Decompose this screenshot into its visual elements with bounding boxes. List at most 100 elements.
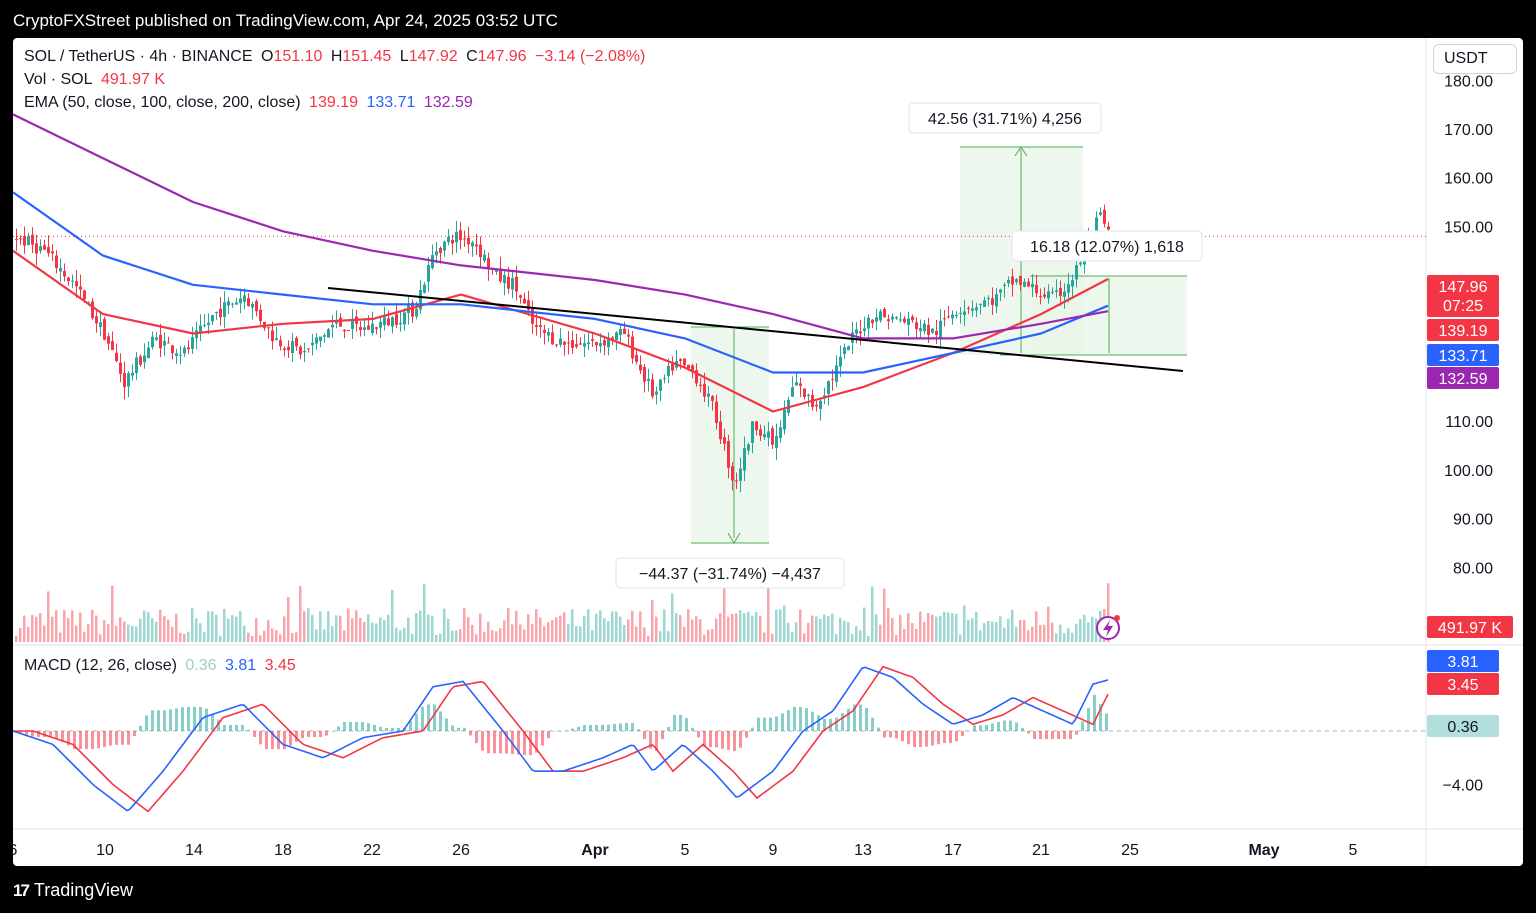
macd-histogram-bar [121,731,124,745]
macd-histogram-bar [631,722,634,731]
ema-label[interactable]: EMA (50, close, 100, close, 200, close) [24,94,301,111]
volume-bar [1019,619,1022,642]
candle-body [731,466,734,481]
candle-body [307,348,310,350]
candle-body [911,316,914,321]
symbol-title[interactable]: SOL / TetherUS · 4h · BINANCE [24,48,253,65]
volume-bar [95,615,98,642]
candle-body [231,303,234,305]
macd-histogram-bar [193,706,196,731]
candle-body [915,322,918,330]
volume-bar [259,635,262,642]
volume-bar [63,610,66,642]
histogram-tag-bg [1427,715,1499,737]
chart-panel[interactable]: −44.37 (−31.74%) −4,437 42.56 (31.71%) 4,… [13,38,1523,866]
volume-bar [83,631,86,642]
candle-body [383,317,386,326]
volume-bar [579,626,582,642]
volume-bar [67,617,70,642]
candle-body [467,237,470,245]
volume-bar [235,616,238,642]
macd-histogram-bar [1087,708,1090,731]
volume-bar [1035,611,1038,642]
candle-body [171,345,174,354]
candle-body [623,328,626,335]
macd-histogram-bar [103,731,106,747]
candle-body [283,348,286,351]
candle-body [347,329,350,331]
low-value: 147.92 [408,48,458,65]
volume-bar [735,613,738,642]
open-label: O [260,48,274,65]
volume-bar [999,616,1002,642]
volume-bar [175,613,178,642]
volume-bar [683,626,686,642]
candle-body [47,247,50,254]
macd-histogram-bar [97,731,100,749]
macd-histogram-bar [181,707,184,731]
candle-body [539,325,542,327]
candle-body [551,332,554,345]
volume-bar [859,630,862,642]
candle-body [151,336,154,348]
volume-bar [503,620,506,642]
macd-histogram-bar [835,717,838,731]
macd-histogram-bar [517,731,520,755]
volume-bar [731,613,734,642]
macd-histogram-bar [247,729,250,731]
currency-unit-button[interactable]: USDT [1433,44,1517,74]
volume-value: 491.97 K [100,71,165,88]
volume-bar [843,620,846,642]
volume-bar [923,622,926,642]
candle-body [547,331,550,336]
candle-body [387,318,390,326]
macd-histogram-bar [415,713,418,731]
volume-bar [91,609,94,642]
time-axis-label: 25 [1121,842,1139,859]
candle-body [255,301,258,312]
candle-body [923,323,926,332]
volume-bar [671,593,674,642]
candle-body [423,284,426,293]
volume-bar [335,615,338,642]
volume-bar [239,611,242,642]
macd-histogram-bar [877,727,880,731]
macd-histogram-bar [745,731,748,738]
volume-label[interactable]: Vol · SOL [24,71,93,88]
candle-body [939,320,942,338]
drop-range-box[interactable] [691,327,769,543]
bar-countdown: 07:25 [1443,298,1483,315]
candle-body [235,302,238,305]
candle-body [1075,265,1078,280]
volume-bar [287,597,290,642]
volume-bar [891,618,894,642]
macd-tag: 3.81 [1447,654,1478,671]
volume-bar [819,618,822,642]
descending-trendline[interactable] [327,287,1184,372]
volume-bar [623,624,626,642]
price-chart-svg[interactable]: −44.37 (−31.74%) −4,437 42.56 (31.71%) 4,… [13,38,1523,866]
volume-bar [1011,609,1014,642]
volume-bar [75,625,78,642]
drop-arrow-head [727,532,741,544]
volume-bar [775,609,778,642]
macd-histogram-bar [973,725,976,731]
candle-body [191,337,194,349]
volume-bar [931,614,934,642]
macd-histogram-bar [1009,720,1012,731]
volume-bar [495,631,498,642]
volume-bar [451,630,454,642]
volume-bar [339,615,342,642]
volume-bar [207,611,210,642]
candle-body [23,236,26,246]
tradingview-logo[interactable]: 17 TradingView [13,880,133,901]
candle-body [211,315,214,322]
macd-histogram-bar [667,726,670,731]
macd-histogram-bar [127,731,130,745]
candle-body [1103,209,1106,224]
volume-bar [311,614,314,642]
macd-histogram-bar [709,731,712,748]
macd-label[interactable]: MACD (12, 26, close) [24,657,177,674]
candle-body [327,329,330,338]
volume-bar [535,609,538,642]
